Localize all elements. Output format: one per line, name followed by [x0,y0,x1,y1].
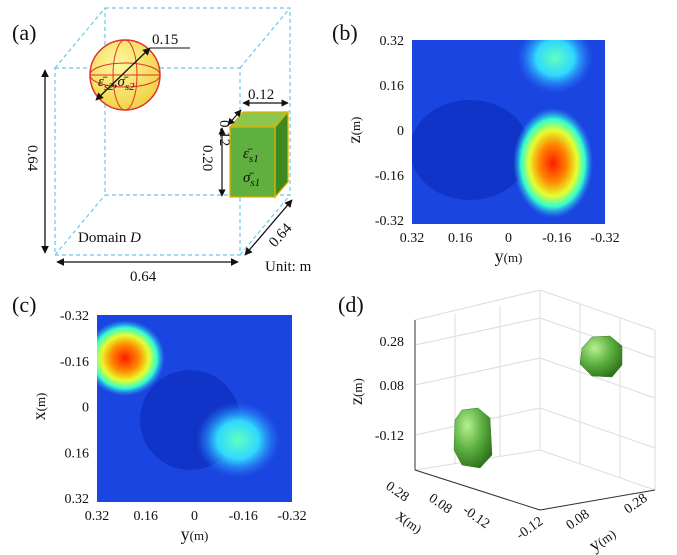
box-depth: 0.12 [216,120,232,146]
subscript: s1 [250,177,260,189]
x-tick-label: 0.32 [400,231,425,246]
x-axis-label: y(m) [181,524,209,544]
axis-name: z [346,397,366,405]
panel-label: (c) [12,292,36,317]
axis-name: x [29,411,49,420]
y-axis-label: x(m) [29,393,49,421]
unit: Unit: m [265,259,312,275]
x-tick-label: -0.32 [277,509,306,524]
y-tick-label: -0.12 [514,514,546,543]
panel-label: (d) [338,292,364,317]
blob [454,408,492,468]
blob [580,336,622,377]
y-tick-label: -0.16 [375,169,404,184]
x-tick-label: 0.16 [134,509,159,524]
x-tick-label: 0.08 [426,491,455,517]
box-width: 0.12 [248,87,274,103]
subscript: s1 [249,153,259,165]
sphere-radius: 0.15 [152,32,178,48]
domain-height: 0.64 [24,145,40,172]
domain-label: Domain D [78,230,141,246]
x-axis-label: x(m) [393,505,427,537]
x-tick-label: -0.16 [229,509,258,524]
axis-name: y [181,524,190,544]
x-tick-label: 0 [505,231,512,246]
axis-name: y [495,246,504,266]
y-tick-label: -0.16 [60,355,89,370]
subscript: s2 [104,81,114,93]
y-tick-label: 0.32 [380,34,405,49]
figure: (a) 0.15 ε̄s2,σ̄s2 0.12 0.12 0.20 ε̄s1 σ… [0,0,677,555]
x-tick-label: -0.16 [542,231,571,246]
heatmap [85,315,292,502]
box-height: 0.20 [199,145,215,171]
y-tick-label: 0 [82,401,89,416]
symbol: D [129,230,141,246]
panel-label: (a) [12,20,36,45]
x-tick-label: 0.16 [448,231,473,246]
axis-unit: (m) [504,250,523,265]
z-tick-label: 0.08 [380,379,405,394]
y-tick-label: 0.32 [65,492,90,507]
panel-label: (b) [332,20,358,45]
y-axis-label: y(m) [585,523,619,555]
axis-name: z [344,135,364,143]
y-tick-label: -0.32 [375,214,404,229]
y-tick-label: 0.08 [564,507,593,533]
heatmap [410,23,605,224]
axis-unit: (m) [33,393,48,412]
panel-b: (b) 0.32 0.16 0 -0.16 -0.32 0.32 0.16 0 -0.16 -0.… [332,20,620,266]
panel-d: (d) 0.28 0.08 -0.12 z(m) 0.28 0.08 -0.12… [338,290,655,555]
x-tick-label: 0.32 [85,509,110,524]
text: Domain [78,230,130,246]
axis-unit: (m) [190,528,209,543]
z-axis-label: z(m) [346,378,366,405]
x-axis-label: y(m) [495,246,523,266]
axis-unit: (m) [350,378,365,397]
x-tick-label: -0.32 [590,231,619,246]
y-tick-label: 0.16 [380,79,405,94]
subscript: s2 [125,81,135,93]
panel-c: (c) -0.32 -0.16 0 0.16 0.32 0.32 0.16 0 -0.16 -0.… [12,292,307,544]
x-tick-label: 0.28 [383,479,412,505]
axes-3d [415,290,655,510]
axis-unit: (m) [348,117,363,136]
x-tick-label: -0.12 [460,503,492,532]
z-tick-label: -0.12 [375,429,404,444]
y-tick-label: 0 [397,124,404,139]
y-tick-label: 0.16 [65,446,90,461]
domain-width: 0.64 [130,269,157,285]
z-tick-label: 0.28 [380,335,405,350]
x-tick-label: 0 [191,509,198,524]
y-axis-label: z(m) [344,117,364,144]
sphere [90,40,190,110]
y-tick-label: -0.32 [60,309,89,324]
panel-a: (a) 0.15 ε̄s2,σ̄s2 0.12 0.12 0.20 ε̄s1 σ… [12,8,312,285]
